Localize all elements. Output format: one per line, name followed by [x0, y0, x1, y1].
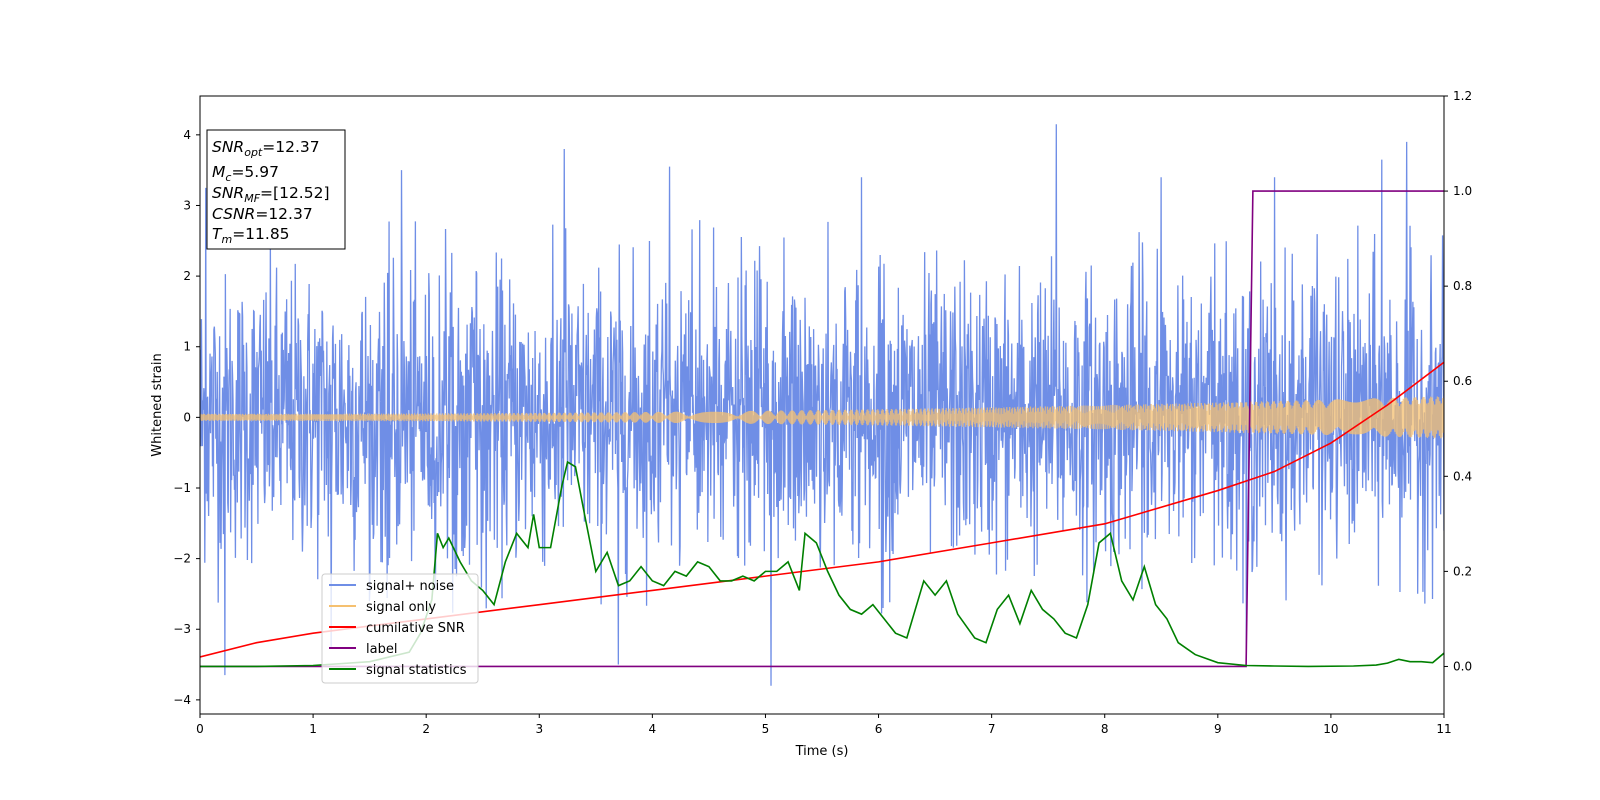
- y-tick-label: −1: [173, 481, 191, 495]
- series-label: [200, 190, 1444, 668]
- y-axis-label: Whitened strain: [150, 353, 165, 456]
- legend-label-label: label: [366, 642, 397, 657]
- x-tick-label: 10: [1323, 722, 1338, 736]
- y-right-tick-label: 0.8: [1453, 279, 1472, 293]
- y-right-tick-label: 1.2: [1453, 89, 1472, 103]
- y-tick-label: 4: [183, 128, 191, 142]
- y-tick-label: 3: [183, 198, 191, 212]
- ticks-layer: 0 1 2 3 4 5 6 7 8 9 10 11 −4 −3 −2 −1 0 1 2 3 4 0.0 0.2 0.4 0.6 0…: [173, 89, 1472, 736]
- y-tick-label: 1: [183, 340, 191, 354]
- annotation-snr-mf: SNRMF=[12.52]: [212, 184, 330, 205]
- series-signal-statistics: [200, 460, 1444, 668]
- x-tick-label: 2: [422, 722, 430, 736]
- y-tick-label: −3: [173, 622, 191, 636]
- y-right-tick-label: 1.0: [1453, 184, 1472, 198]
- x-tick-label: 9: [1214, 722, 1222, 736]
- x-tick-label: 11: [1436, 722, 1451, 736]
- x-axis-label: Time (s): [795, 744, 849, 759]
- y-right-tick-label: 0.2: [1453, 564, 1472, 578]
- legend: signal+ noise signal only cumilative SNR…: [321, 573, 479, 684]
- x-tick-label: 6: [875, 722, 883, 736]
- annotation-box: SNRopt=12.37 Mc=5.97 SNRMF=[12.52] CSNR=…: [206, 129, 346, 250]
- legend-label-cumulative-snr: cumilative SNR: [366, 621, 465, 636]
- legend-label-signal-only: signal only: [366, 600, 436, 615]
- legend-label-signal-statistics: signal statistics: [366, 663, 467, 678]
- legend-label-signal-noise: signal+ noise: [366, 579, 454, 594]
- x-tick-label: 5: [762, 722, 770, 736]
- x-tick-label: 0: [196, 722, 204, 736]
- y-tick-label: 0: [183, 410, 191, 424]
- x-tick-label: 3: [535, 722, 543, 736]
- annotation-tm: Tm=11.85: [212, 225, 290, 246]
- y-tick-label: −2: [173, 552, 191, 566]
- y-tick-label: −4: [173, 693, 191, 707]
- series-signal-noise: [200, 124, 1444, 686]
- x-tick-label: 7: [988, 722, 996, 736]
- y-tick-label: 2: [183, 269, 191, 283]
- plot-frame: [199, 95, 1445, 715]
- series-signal-only: [200, 396, 1444, 439]
- annotation-snr-opt: SNRopt=12.37: [212, 138, 320, 159]
- y-right-tick-label: 0.6: [1453, 374, 1472, 388]
- y-right-tick-label: 0.4: [1453, 469, 1472, 483]
- x-tick-label: 1: [309, 722, 317, 736]
- annotation-mc: Mc=5.97: [212, 163, 279, 184]
- y-right-tick-label: 0.0: [1453, 659, 1472, 673]
- x-tick-label: 4: [649, 722, 657, 736]
- annotation-csnr: CSNR=12.37: [212, 205, 313, 223]
- x-tick-label: 8: [1101, 722, 1109, 736]
